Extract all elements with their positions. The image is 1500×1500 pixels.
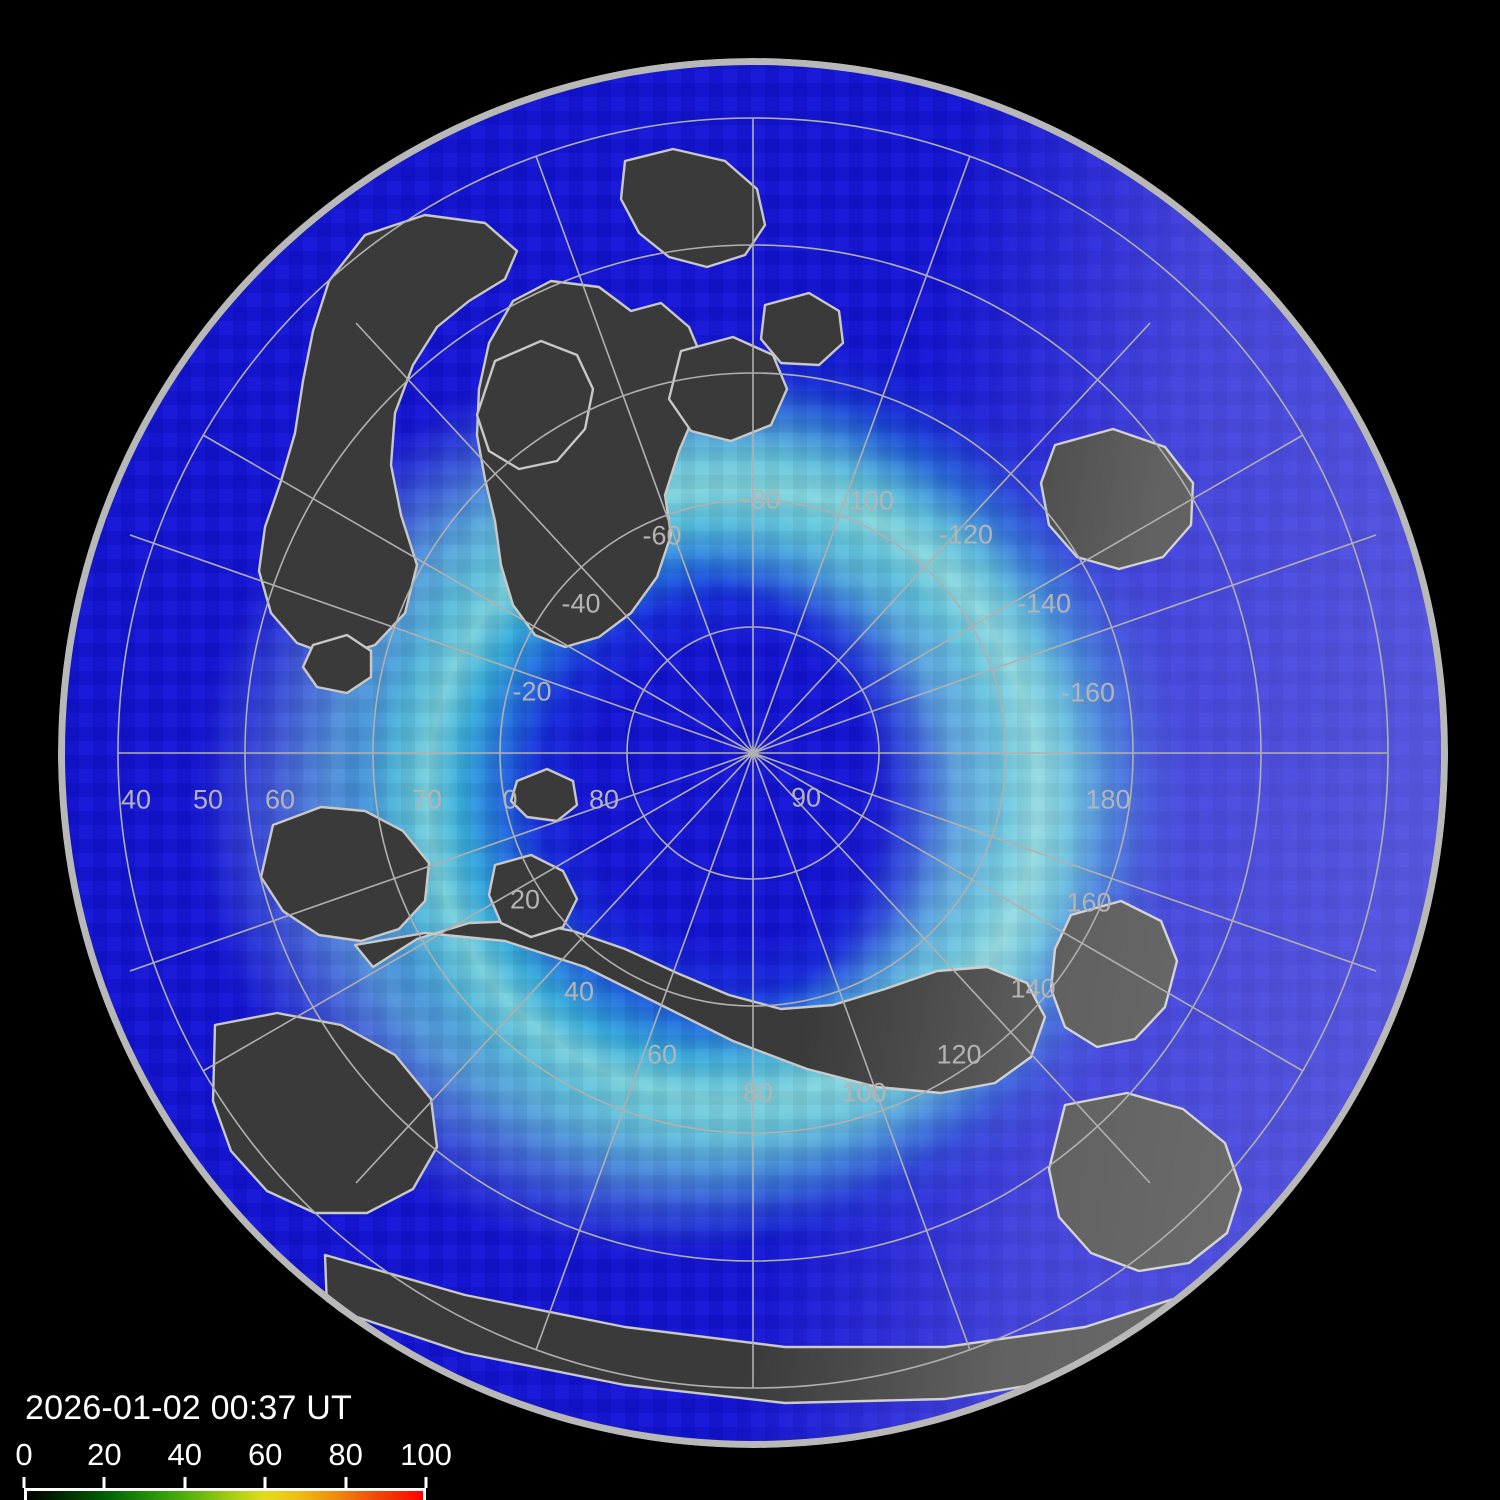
colorbar-tick-mark-80	[344, 1477, 348, 1488]
colorbar-tick-label-100: 100	[400, 1437, 452, 1472]
timestamp-label: 2026-01-02 00:37 UT	[25, 1389, 353, 1427]
colorbar-tick-labels: 0 20 40 60 80 100	[15, 1437, 451, 1477]
colorbar: 0 20 40 60 80 100	[15, 1437, 452, 1500]
globe-container	[58, 58, 1448, 1448]
colorbar-gradient-bar	[24, 1488, 426, 1500]
colorbar-tick-label-80: 80	[328, 1437, 363, 1472]
colorbar-tick-label-20: 20	[87, 1437, 122, 1472]
colorbar-tick-mark-20	[102, 1477, 106, 1488]
globe-disc	[58, 58, 1448, 1448]
colorbar-tick-label-40: 40	[167, 1437, 203, 1472]
colorbar-tick-marks	[22, 1477, 428, 1488]
colorbar-tick-label-0: 0	[15, 1437, 33, 1472]
colorbar-tick-mark-100	[424, 1477, 428, 1488]
colorbar-tick-label-60: 60	[247, 1437, 283, 1472]
ocean-layer	[65, 65, 1441, 1441]
colorbar-tick-mark-0	[22, 1477, 26, 1488]
colorbar-tick-mark-40	[183, 1477, 187, 1488]
colorbar-tick-mark-60	[263, 1477, 267, 1488]
